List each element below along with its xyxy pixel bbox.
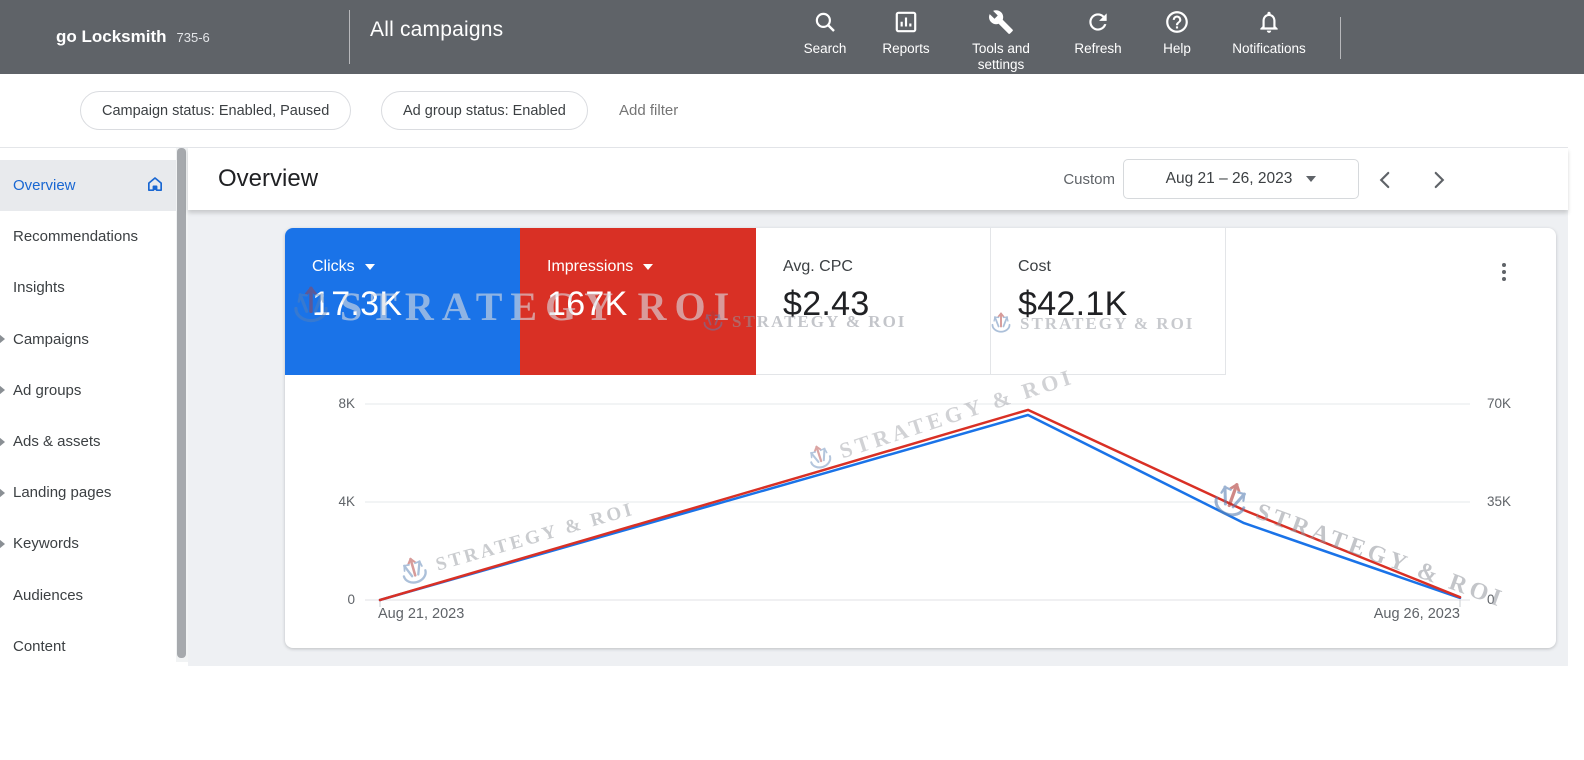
more-options-button[interactable]	[1488, 254, 1520, 290]
page-header: Overview Custom Aug 21 – 26, 2023	[188, 148, 1568, 210]
x-axis-start-date: Aug 21, 2023	[378, 606, 465, 622]
sidebar-item-audiences[interactable]: Audiences	[13, 586, 84, 604]
series-line-clicks	[378, 413, 1462, 602]
chevron-down-icon	[1306, 176, 1317, 182]
date-range-value: Aug 21 – 26, 2023	[1165, 170, 1293, 187]
refresh-icon	[1085, 9, 1111, 40]
right-axis-tick: 70K	[1487, 396, 1512, 411]
section-title: All campaigns	[370, 18, 504, 41]
next-period-button[interactable]	[1426, 167, 1452, 193]
account-id: 735-6	[176, 29, 210, 45]
x-axis-end-date: Aug 26, 2023	[1373, 606, 1460, 622]
sidebar-item-content[interactable]: Content	[13, 637, 66, 655]
chart-series-lines	[378, 408, 1462, 602]
wrench-icon	[988, 9, 1014, 40]
sidebar: Overview Recommendations Insights Campai…	[0, 148, 176, 666]
tools-settings-button[interactable]: Tools and settings	[950, 9, 1052, 73]
chevron-down-icon	[364, 264, 375, 270]
sidebar-item-keywords[interactable]: Keywords	[0, 518, 176, 569]
reports-button[interactable]: Reports	[862, 9, 950, 57]
sidebar-scrollbar-track	[176, 148, 188, 662]
scorecard-avg-cpc-value: $2.43	[783, 285, 870, 323]
scorecard-impressions-value: 167K	[547, 285, 628, 323]
scorecard-impressions[interactable]: Impressions 167K	[520, 228, 756, 375]
help-button[interactable]: Help	[1144, 9, 1210, 57]
add-filter-button[interactable]: Add filter	[619, 102, 679, 119]
page-title: Overview	[218, 165, 319, 192]
date-range-picker[interactable]: Aug 21 – 26, 2023	[1123, 159, 1359, 199]
sidebar-item-campaigns[interactable]: Campaigns	[0, 314, 176, 365]
notifications-button[interactable]: Notifications	[1210, 9, 1328, 57]
left-axis-tick: 0	[347, 592, 355, 607]
overview-card: Clicks 17.3K Impressions 167K Avg. CPC $…	[285, 228, 1556, 648]
scorecard-avg-cpc[interactable]: Avg. CPC $2.43	[756, 228, 991, 375]
sidebar-item-recommendations[interactable]: Recommendations	[13, 228, 139, 246]
sidebar-scrollbar-thumb[interactable]	[177, 148, 186, 658]
previous-period-button[interactable]	[1372, 167, 1398, 193]
series-line-impressions	[378, 408, 1462, 602]
scorecard-clicks-value: 17.3K	[312, 285, 403, 323]
topbar-divider	[1340, 17, 1341, 59]
right-axis-tick: 35K	[1487, 494, 1512, 509]
search-icon	[812, 9, 838, 40]
campaign-status-filter-chip[interactable]: Campaign status: Enabled, Paused	[80, 91, 352, 130]
help-icon	[1164, 9, 1190, 40]
reports-icon	[893, 9, 919, 40]
right-axis-tick: 0	[1487, 592, 1495, 607]
chart-gridlines	[365, 403, 1470, 607]
sidebar-item-landing-pages[interactable]: Landing pages	[0, 467, 176, 518]
topbar-nav: Search Reports Tools and settings Refres…	[788, 0, 1328, 74]
sidebar-item-ad-groups[interactable]: Ad groups	[0, 365, 176, 416]
filter-bar: Campaign status: Enabled, Paused Ad grou…	[0, 74, 1568, 148]
left-axis-tick: 4K	[338, 494, 355, 509]
content-area: Clicks 17.3K Impressions 167K Avg. CPC $…	[188, 210, 1568, 666]
sidebar-item-overview[interactable]: Overview	[0, 160, 176, 212]
bell-icon	[1256, 9, 1282, 40]
top-bar: go Locksmith 735-6 All campaigns Search …	[0, 0, 1584, 74]
date-range-mode-label: Custom	[1063, 170, 1115, 188]
scorecard-cost-value: $42.1K	[1018, 285, 1128, 323]
chevron-down-icon	[643, 264, 654, 270]
left-axis-tick: 8K	[338, 396, 355, 411]
sidebar-item-insights[interactable]: Insights	[13, 279, 65, 297]
account-switcher[interactable]: go Locksmith 735-6	[56, 0, 210, 74]
refresh-button[interactable]: Refresh	[1052, 9, 1144, 57]
scorecard-clicks[interactable]: Clicks 17.3K	[285, 228, 520, 375]
ad-group-status-filter-chip[interactable]: Ad group status: Enabled	[381, 91, 588, 130]
account-name: go Locksmith	[56, 27, 167, 46]
sidebar-item-ads-assets[interactable]: Ads & assets	[0, 416, 176, 467]
scorecard-row: Clicks 17.3K Impressions 167K Avg. CPC $…	[285, 228, 1556, 375]
search-button[interactable]: Search	[788, 9, 862, 57]
topbar-divider	[349, 10, 350, 64]
scorecard-cost[interactable]: Cost $42.1K	[991, 228, 1226, 375]
home-icon	[145, 174, 165, 198]
